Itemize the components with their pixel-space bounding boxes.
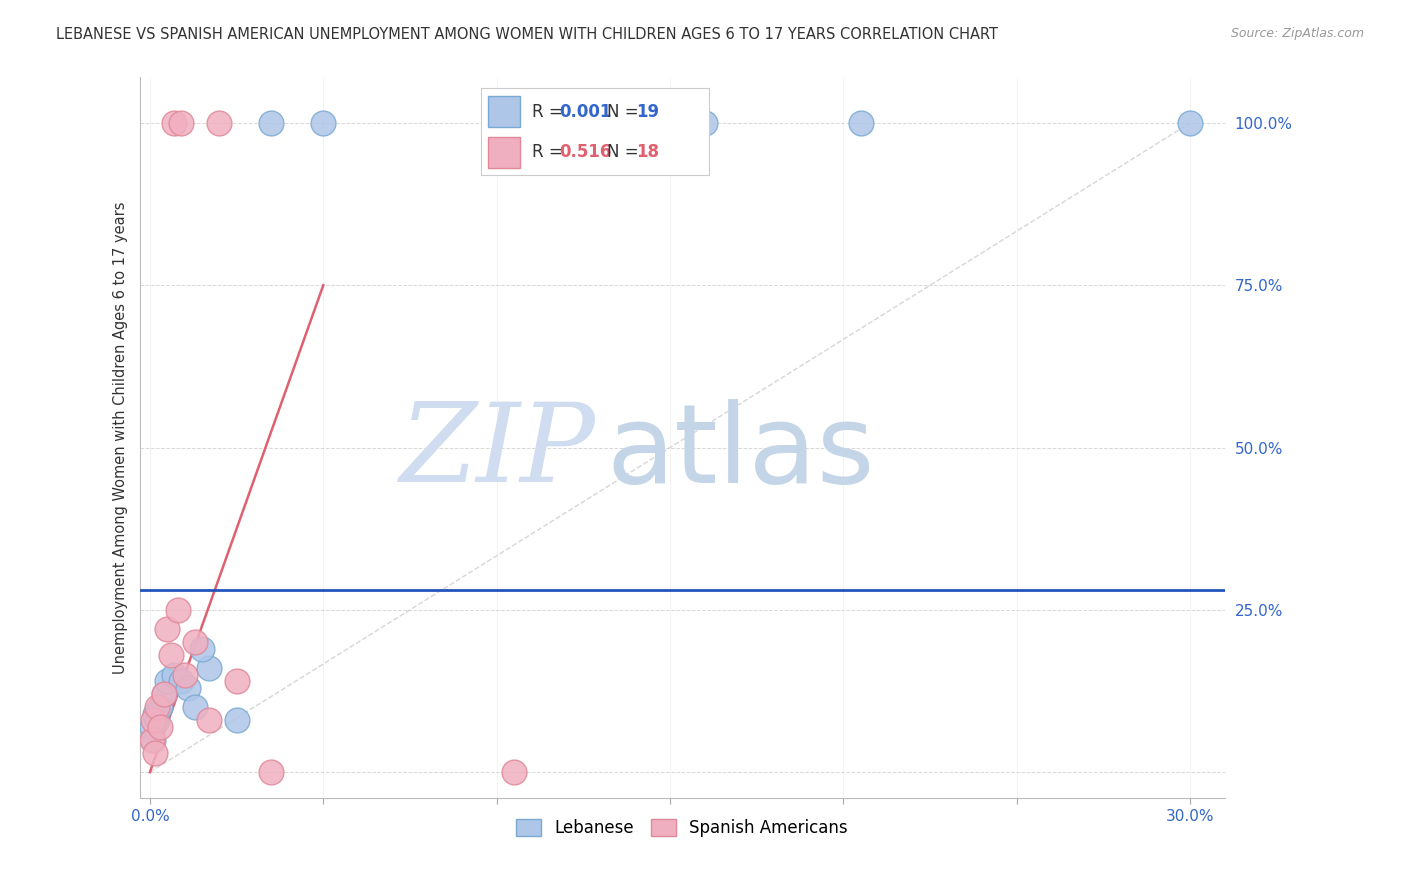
Point [153,687,176,701]
Point [149,720,172,734]
Point [156,623,179,637]
Point [693,116,716,130]
Point [184,635,207,649]
Point [153,687,176,701]
Point [191,641,214,656]
Y-axis label: Unemployment Among Women with Children Ages 6 to 17 years: Unemployment Among Women with Children A… [114,202,128,674]
Point [163,667,186,681]
Point [143,746,166,760]
Point [141,720,163,734]
Point [146,700,169,714]
Point [170,674,193,689]
Point [312,116,335,130]
Point [156,674,179,689]
Text: atlas: atlas [606,399,875,506]
Text: Source: ZipAtlas.com: Source: ZipAtlas.com [1230,27,1364,40]
Point [142,713,165,727]
Point [166,603,188,617]
Point [225,713,247,727]
Text: ZIP: ZIP [399,399,595,506]
Point [208,116,231,130]
Point [184,700,207,714]
Point [1180,116,1202,130]
Point [503,765,526,780]
Legend: Lebanese, Spanish Americans: Lebanese, Spanish Americans [510,813,855,844]
Point [170,116,193,130]
Point [173,667,195,681]
Point [143,706,166,721]
Point [142,732,165,747]
Point [146,713,169,727]
Point [849,116,872,130]
Point [260,765,283,780]
Point [260,116,283,130]
Point [149,700,172,714]
Text: LEBANESE VS SPANISH AMERICAN UNEMPLOYMENT AMONG WOMEN WITH CHILDREN AGES 6 TO 17: LEBANESE VS SPANISH AMERICAN UNEMPLOYMEN… [56,27,998,42]
Point [141,732,163,747]
Point [198,713,221,727]
Point [163,116,186,130]
Point [159,648,181,663]
Point [177,681,200,695]
Point [198,661,221,675]
Point [225,674,247,689]
